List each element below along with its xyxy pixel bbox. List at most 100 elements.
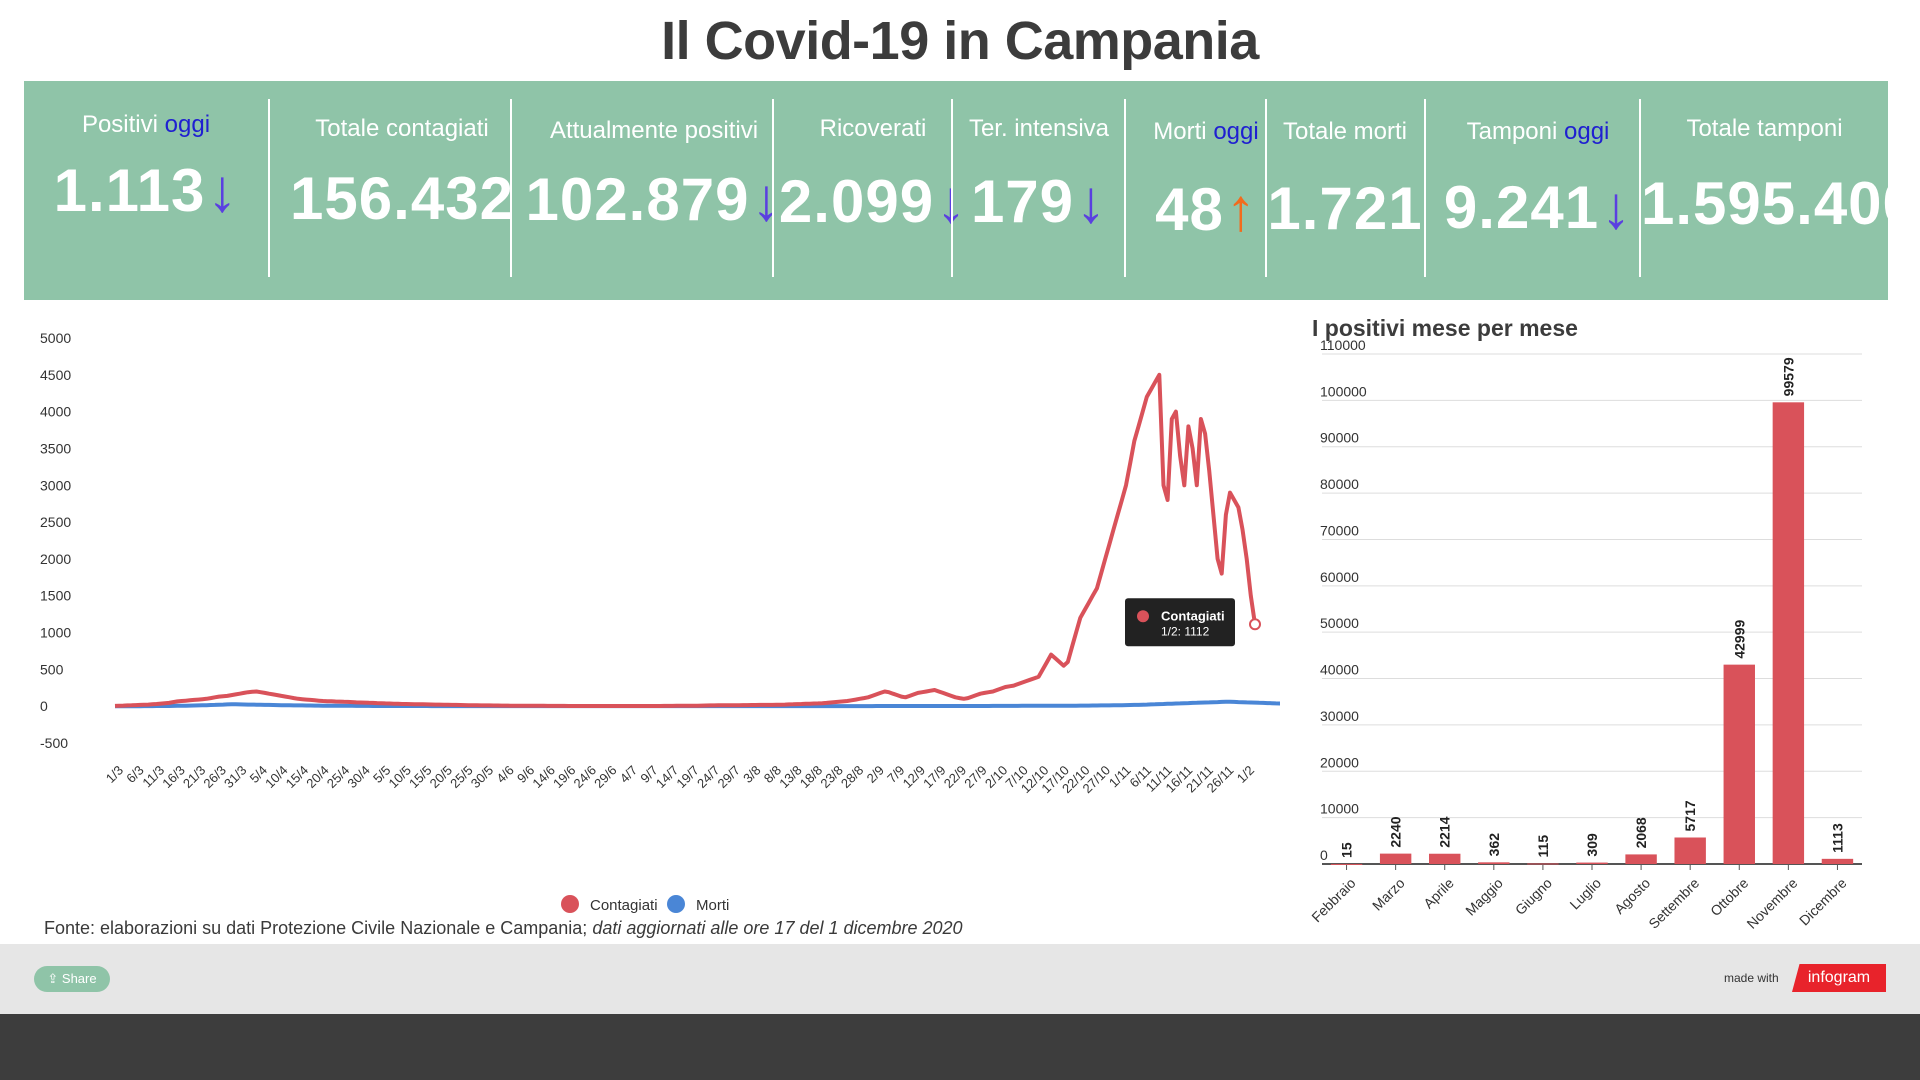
arrow-down-icon: ↓ xyxy=(1076,168,1108,235)
legend-dot-morti[interactable] xyxy=(667,895,685,913)
stat-ricoverati: Ricoverati 2.099↓ xyxy=(774,81,972,300)
y-tick-label: 3000 xyxy=(40,477,71,493)
y-tick-label: -500 xyxy=(40,735,68,751)
stat-totale-tamponi: Totale tamponi 1.595.400 xyxy=(1641,81,1916,300)
bar-novembre[interactable] xyxy=(1772,402,1805,864)
arrow-up-icon: ↑ xyxy=(1225,176,1257,243)
divider xyxy=(510,99,512,277)
stats-panel: Positivi oggi 1.113↓ Totale contagiati 1… xyxy=(24,81,1916,300)
bar-value-label: 99579 xyxy=(1780,357,1796,396)
y-tick-label: 4000 xyxy=(40,404,71,420)
bar-value-label: 42999 xyxy=(1731,619,1747,658)
stat-morti-oggi: Morti oggi 48↑ xyxy=(1126,81,1286,300)
x-category-label: Marzo xyxy=(1369,875,1408,914)
infogram-logo[interactable]: infogram xyxy=(1792,964,1886,992)
bar-giugno[interactable] xyxy=(1527,863,1559,865)
y-tick-label: 70000 xyxy=(1320,522,1359,538)
divider xyxy=(1424,99,1426,277)
stat-positivi-oggi: Positivi oggi 1.113↓ xyxy=(24,81,268,300)
divider xyxy=(772,99,774,277)
bar-value-label: 309 xyxy=(1584,833,1600,857)
stat-value: 179↓ xyxy=(970,168,1108,235)
x-tick-label: 28/8 xyxy=(838,763,867,792)
x-category-label: Novembre xyxy=(1743,875,1800,932)
stat-label: Totale tamponi xyxy=(1686,115,1843,142)
y-tick-label: 0 xyxy=(1320,847,1328,863)
bar-settembre[interactable] xyxy=(1674,837,1706,864)
y-tick-label: 0 xyxy=(40,698,48,714)
bar-value-label: 362 xyxy=(1486,833,1502,857)
y-tick-label: 500 xyxy=(40,661,64,677)
y-tick-label: 4500 xyxy=(40,367,71,383)
y-tick-label: 110000 xyxy=(1320,337,1366,353)
bar-value-label: 2068 xyxy=(1633,817,1649,848)
tooltip-value: 1/2: 1112 xyxy=(1161,624,1210,638)
data-point-last[interactable] xyxy=(1249,618,1261,631)
x-tick-label: 1/3 xyxy=(103,763,126,786)
bar-marzo[interactable] xyxy=(1379,853,1412,864)
bar-value-label: 2214 xyxy=(1437,816,1453,847)
y-tick-label: 90000 xyxy=(1320,430,1359,446)
x-tick-label: 2/9 xyxy=(864,763,887,786)
tooltip-series-dot xyxy=(1137,610,1149,623)
y-tick-label: 2000 xyxy=(40,551,71,567)
y-tick-label: 20000 xyxy=(1320,754,1359,770)
legend-label-morti[interactable]: Morti xyxy=(696,897,729,914)
y-tick-label: 30000 xyxy=(1320,708,1359,724)
chart-legend: Contagiati Morti xyxy=(561,895,729,914)
x-category-label: Agosto xyxy=(1611,875,1653,917)
series-line-contagiati xyxy=(114,372,1257,708)
x-category-label: Luglio xyxy=(1566,875,1604,913)
stat-label: Attualmente positivi xyxy=(549,117,759,144)
legend-dot-contagiati[interactable] xyxy=(561,895,579,913)
bar-maggio[interactable] xyxy=(1478,862,1510,864)
stat-value: 9.241↓ xyxy=(1443,174,1633,241)
x-tick-label: 4/6 xyxy=(493,763,516,786)
x-category-label: Giugno xyxy=(1512,875,1555,918)
bar-agosto[interactable] xyxy=(1625,854,1657,864)
footer-bar xyxy=(0,944,1920,1014)
stat-label: Totale contagiati xyxy=(315,115,489,142)
x-tick-label: 1/2 xyxy=(1234,763,1257,786)
bottom-dark-bar xyxy=(0,1014,1920,1080)
stat-label: Morti oggi xyxy=(1153,118,1259,145)
tooltip-series-name: Contagiati xyxy=(1161,608,1225,623)
bar-aprile[interactable] xyxy=(1429,853,1461,864)
stat-value: 48↑ xyxy=(1155,176,1257,243)
divider xyxy=(951,99,953,277)
bar-value-label: 5717 xyxy=(1682,800,1698,831)
y-tick-label: 1000 xyxy=(40,625,71,641)
x-category-label: Settembre xyxy=(1645,875,1702,932)
stat-value: 1.113↓ xyxy=(53,157,239,224)
page-title: Il Covid-19 in Campania xyxy=(661,11,1259,71)
line-chart: -500 0 500 1000 1500 2000 2500 3000 3500 4000 4500… xyxy=(40,330,1280,914)
bar-luglio[interactable] xyxy=(1576,862,1608,864)
stat-totale-contagiati: Totale contagiati 156.432 xyxy=(270,81,534,300)
y-tick-label: 1500 xyxy=(40,588,71,604)
x-tick-label: 31/3 xyxy=(221,763,250,792)
y-tick-label: 5000 xyxy=(40,330,71,346)
bar-chart: I positivi mese per mese 0 10000 20000 3000… xyxy=(1308,315,1862,932)
bar-ottobre[interactable] xyxy=(1723,664,1755,864)
bar-febbraio[interactable] xyxy=(1330,863,1363,865)
y-tick-label: 100000 xyxy=(1320,383,1367,399)
stat-tamponi-oggi: Tamponi oggi 9.241↓ xyxy=(1426,81,1650,300)
y-tick-label: 2500 xyxy=(40,514,71,530)
x-category-label: Maggio xyxy=(1462,875,1506,919)
y-tick-label: 50000 xyxy=(1320,615,1359,631)
stat-label: Tamponi oggi xyxy=(1466,118,1610,145)
x-category-label: Dicembre xyxy=(1796,875,1850,929)
arrow-down-icon: ↓ xyxy=(751,166,783,233)
legend-label-contagiati[interactable]: Contagiati xyxy=(590,897,658,914)
divider xyxy=(268,99,270,277)
y-tick-label: 10000 xyxy=(1320,801,1359,817)
bar-value-label: 15 xyxy=(1339,842,1355,858)
bar-dicembre[interactable] xyxy=(1821,858,1854,864)
share-button[interactable]: ⇪ Share xyxy=(34,966,110,992)
x-category-label: Ottobre xyxy=(1707,875,1751,919)
y-tick-label: 40000 xyxy=(1320,662,1359,678)
x-tick-label: 29/7 xyxy=(715,763,744,792)
stat-label: Ter. intensiva xyxy=(968,115,1110,142)
divider xyxy=(1124,99,1126,277)
bar-value-label: 1113 xyxy=(1829,823,1845,853)
